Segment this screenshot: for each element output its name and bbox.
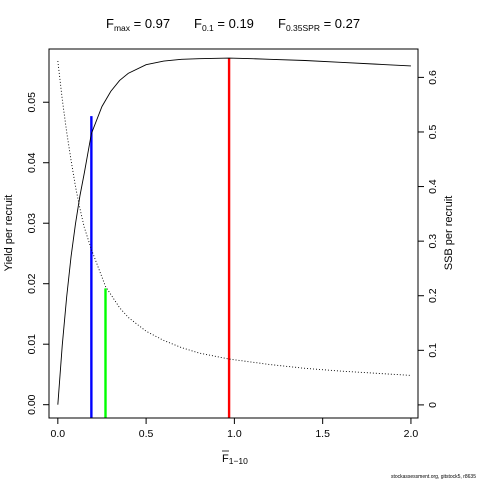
title-f035spr: F0.35SPR = 0.27 [278,16,360,33]
x-axis-title: F1−10 [222,450,248,466]
y-right-tick-label: 0.2 [427,288,439,303]
y-axis-left: 0.00 0.01 0.02 0.03 0.04 0.05 [26,92,49,415]
y-right-tick-label: 0.3 [427,234,439,249]
y-left-tick-label: 0.01 [26,334,38,355]
y-right-tick-label: 0.1 [427,343,439,358]
y-axis-right: 0 0.1 0.2 0.3 0.4 0.5 0.6 [418,70,439,408]
y-right-tick-label: 0.4 [427,179,439,194]
title-fmax: Fmax = 0.97 [106,16,170,33]
x-tick-label: 2.0 [404,428,419,440]
y-right-tick-label: 0 [427,402,439,408]
x-tick-label: 0.0 [51,428,66,440]
chart-title: Fmax = 0.97 F0.1 = 0.19 F0.35SPR = 0.27 [106,16,360,33]
x-tick-label: 0.5 [139,428,154,440]
x-tick-label: 1.0 [227,428,242,440]
series-layer [57,57,411,405]
x-axis: 0.0 0.5 1.0 1.5 2.0 [51,417,419,440]
y-axis-left-title: Yield per recruit [3,195,15,272]
footer-note: stockassessment.org, gitstock5, r8635 [391,474,476,480]
x-tick-label: 1.5 [315,428,330,440]
y-right-tick-label: 0.6 [427,70,439,85]
y-left-tick-label: 0.00 [26,394,38,415]
series-line-ssb-per-recruit [57,60,411,376]
title-f01: F0.1 = 0.19 [194,16,254,33]
series-line-yield-per-recruit [57,57,411,405]
y-left-tick-label: 0.05 [26,92,38,113]
y-right-tick-label: 0.5 [427,125,439,140]
y-axis-right-title: SSB per recruit [443,196,455,271]
y-left-tick-label: 0.03 [26,213,38,234]
reference-lines [90,58,231,418]
x-axis-title-text: F1−10 [222,453,248,466]
y-left-tick-label: 0.02 [26,273,38,294]
y-left-tick-label: 0.04 [26,152,38,173]
